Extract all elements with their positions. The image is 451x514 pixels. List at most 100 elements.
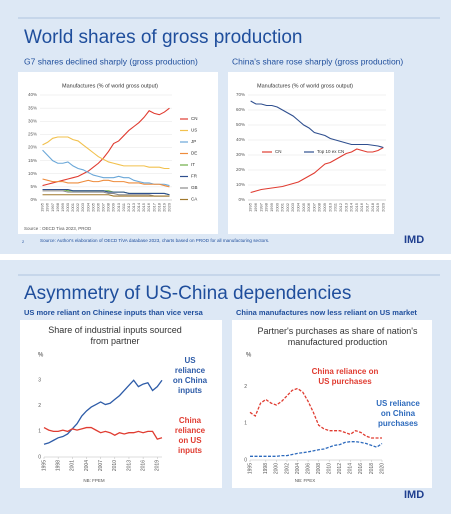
- y-tick-label: 50%: [236, 122, 245, 127]
- x-tick-label: 2019: [161, 202, 166, 212]
- y-tick-label: 20%: [236, 167, 245, 172]
- page-number: 2: [22, 239, 25, 244]
- x-tick-label: 1996: [45, 202, 50, 212]
- x-tick-label: 2019: [375, 202, 380, 212]
- y-tick-label: 0%: [30, 197, 37, 202]
- x-tick-label: 2001: [70, 460, 76, 471]
- y-tick-label: 5%: [30, 184, 37, 189]
- logo: IMD: [404, 234, 424, 246]
- x-tick-label: 2006: [305, 463, 311, 474]
- annotation: reliance: [175, 426, 206, 435]
- series-line: [42, 107, 170, 187]
- legend-label: CN: [191, 116, 198, 121]
- slide-title: Asymmetry of US-China dependencies: [24, 283, 351, 304]
- x-tick-label: 2000: [65, 202, 70, 212]
- x-tick-label: 2019: [155, 460, 161, 471]
- x-tick-label: 2004: [295, 202, 300, 212]
- note: Source : OECD Tiva 2023, PROD: [24, 226, 92, 231]
- x-tick-label: 2008: [106, 202, 111, 212]
- annotation: inputs: [178, 386, 203, 395]
- y-tick-label: 20%: [28, 145, 37, 150]
- series-line: [43, 379, 163, 445]
- x-tick-label: 2017: [151, 202, 156, 212]
- x-tick-label: 1998: [55, 202, 60, 212]
- x-tick-label: 2012: [337, 463, 343, 474]
- x-tick-label: 2016: [359, 202, 364, 212]
- x-tick-label: 2013: [131, 202, 136, 212]
- series-line: [249, 387, 382, 439]
- x-tick-label: 2014: [348, 463, 354, 474]
- series-line: [42, 149, 170, 187]
- x-tick-label: 1999: [60, 202, 65, 212]
- x-tick-label: 1995: [41, 460, 47, 471]
- y-tick-label: 30%: [236, 152, 245, 157]
- slide-title: World shares of gross production: [24, 27, 302, 48]
- x-tick-label: 2012: [338, 202, 343, 212]
- x-tick-label: 2003: [80, 202, 85, 212]
- x-tick-label: 2011: [333, 202, 338, 211]
- x-tick-label: 1998: [263, 463, 269, 474]
- x-tick-label: 2012: [126, 202, 131, 212]
- x-tick-label: 2015: [354, 202, 359, 212]
- series-line: [250, 147, 384, 194]
- y-tick-label: 2: [244, 384, 247, 390]
- legend-label: DE: [191, 151, 197, 156]
- x-tick-label: 2020: [379, 463, 385, 474]
- x-tick-label: 2004: [295, 463, 301, 474]
- y-tick-label: 1: [38, 429, 41, 435]
- x-tick-label: 2018: [370, 202, 375, 212]
- subtitle: China's share rose sharply (gross produc…: [232, 56, 403, 66]
- x-tick-label: 2020: [380, 202, 385, 212]
- x-tick-label: 2009: [111, 202, 116, 212]
- x-tick-label: 2013: [343, 202, 348, 212]
- chart-title: Partner's purchases as share of nation's…: [257, 326, 418, 347]
- legend-label: GB: [191, 185, 198, 190]
- annotation: on US: [178, 436, 202, 445]
- x-tick-label: 2002: [285, 202, 290, 212]
- x-tick-label: 2014: [136, 202, 141, 212]
- legend-label: FR: [191, 174, 198, 179]
- annotation: inputs: [178, 446, 203, 455]
- logo: IMD: [404, 489, 424, 501]
- note: NB: FPEM: [83, 478, 105, 483]
- x-tick-label: 2010: [327, 202, 332, 212]
- series-line: [250, 100, 384, 149]
- x-tick-label: 1995: [247, 463, 253, 474]
- legend-label: Top 10 ex CN: [317, 149, 344, 154]
- y-tick-label: 35%: [28, 105, 37, 110]
- x-tick-label: 2005: [90, 202, 95, 212]
- annotation: US reliance: [376, 399, 420, 408]
- annotation: purchases: [378, 419, 419, 428]
- y-axis-label: %: [246, 353, 252, 359]
- x-tick-label: 2007: [311, 202, 316, 212]
- legend-label: IT: [191, 162, 195, 167]
- x-tick-label: 2008: [317, 202, 322, 212]
- series-line: [42, 190, 170, 197]
- x-tick-label: 2010: [327, 463, 333, 474]
- subtitle: China manufactures now less reliant on U…: [236, 308, 417, 317]
- annotation: on China: [381, 409, 416, 418]
- x-tick-label: 2000: [274, 202, 279, 212]
- annotation: US purchases: [318, 377, 372, 386]
- x-tick-label: 2013: [126, 460, 132, 471]
- x-tick-label: 2011: [121, 202, 126, 211]
- x-tick-label: 2008: [316, 463, 322, 474]
- y-tick-label: 0: [38, 454, 41, 460]
- chart-title: Manufactures (% of world gross output): [62, 83, 158, 89]
- x-tick-label: 1997: [258, 202, 263, 212]
- x-tick-label: 2001: [70, 202, 75, 212]
- chart-title: Manufactures (% of world gross output): [257, 83, 353, 89]
- x-tick-label: 2016: [146, 202, 151, 212]
- x-tick-label: 2007: [98, 460, 104, 471]
- x-tick-label: 2018: [369, 463, 375, 474]
- y-axis-label: %: [38, 353, 44, 359]
- note: NB: FPEX: [295, 478, 316, 483]
- x-tick-label: 2010: [112, 460, 118, 471]
- x-tick-label: 2006: [306, 202, 311, 212]
- x-tick-label: 2001: [280, 202, 285, 212]
- x-tick-label: 2007: [101, 202, 106, 212]
- x-tick-label: 2020: [167, 202, 172, 212]
